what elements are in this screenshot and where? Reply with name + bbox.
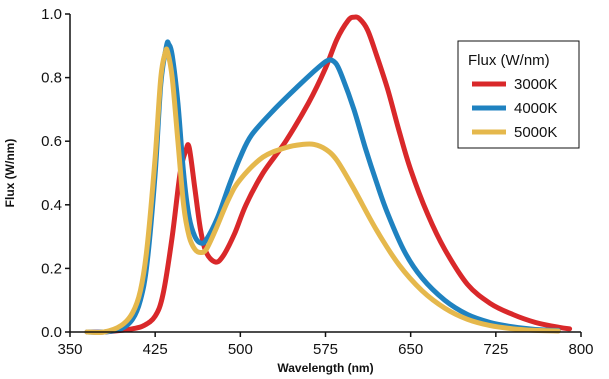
x-tick-label: 575: [313, 341, 338, 358]
x-tick-label: 650: [398, 341, 423, 358]
legend: Flux (W/nm) 3000K 4000K 5000K: [457, 40, 580, 149]
x-tick-label: 725: [483, 341, 508, 358]
legend-title: Flux (W/nm): [468, 52, 550, 69]
legend-label-3000k: 3000K: [514, 76, 557, 93]
series-lines: [84, 14, 573, 335]
legend-label-4000k: 4000K: [514, 100, 557, 117]
y-tick-label: 0.6: [41, 133, 62, 150]
legend-items: 3000K 4000K 5000K: [472, 76, 557, 141]
y-tick-label: 0.4: [41, 197, 62, 214]
x-tick-label: 350: [57, 341, 82, 358]
x-tick-label: 500: [228, 341, 253, 358]
y-tick-label: 0.0: [41, 324, 62, 341]
y-tick-label: 0.8: [41, 70, 62, 87]
series-line-3000k: [84, 14, 573, 335]
legend-label-5000k: 5000K: [514, 124, 557, 141]
x-tick-label: 800: [568, 341, 593, 358]
y-ticks: 0.0 0.2 0.4 0.6 0.8 1.0: [41, 6, 70, 341]
y-axis-title: Flux (W/nm): [3, 139, 17, 208]
y-tick-label: 1.0: [41, 6, 62, 23]
x-tick-label: 425: [143, 341, 168, 358]
x-ticks: 350 425 500 575 650 725 800: [57, 332, 594, 358]
series-line-5000k: [84, 46, 561, 335]
y-tick-label: 0.2: [41, 260, 62, 277]
x-axis-title: Wavelength (nm): [277, 361, 373, 375]
